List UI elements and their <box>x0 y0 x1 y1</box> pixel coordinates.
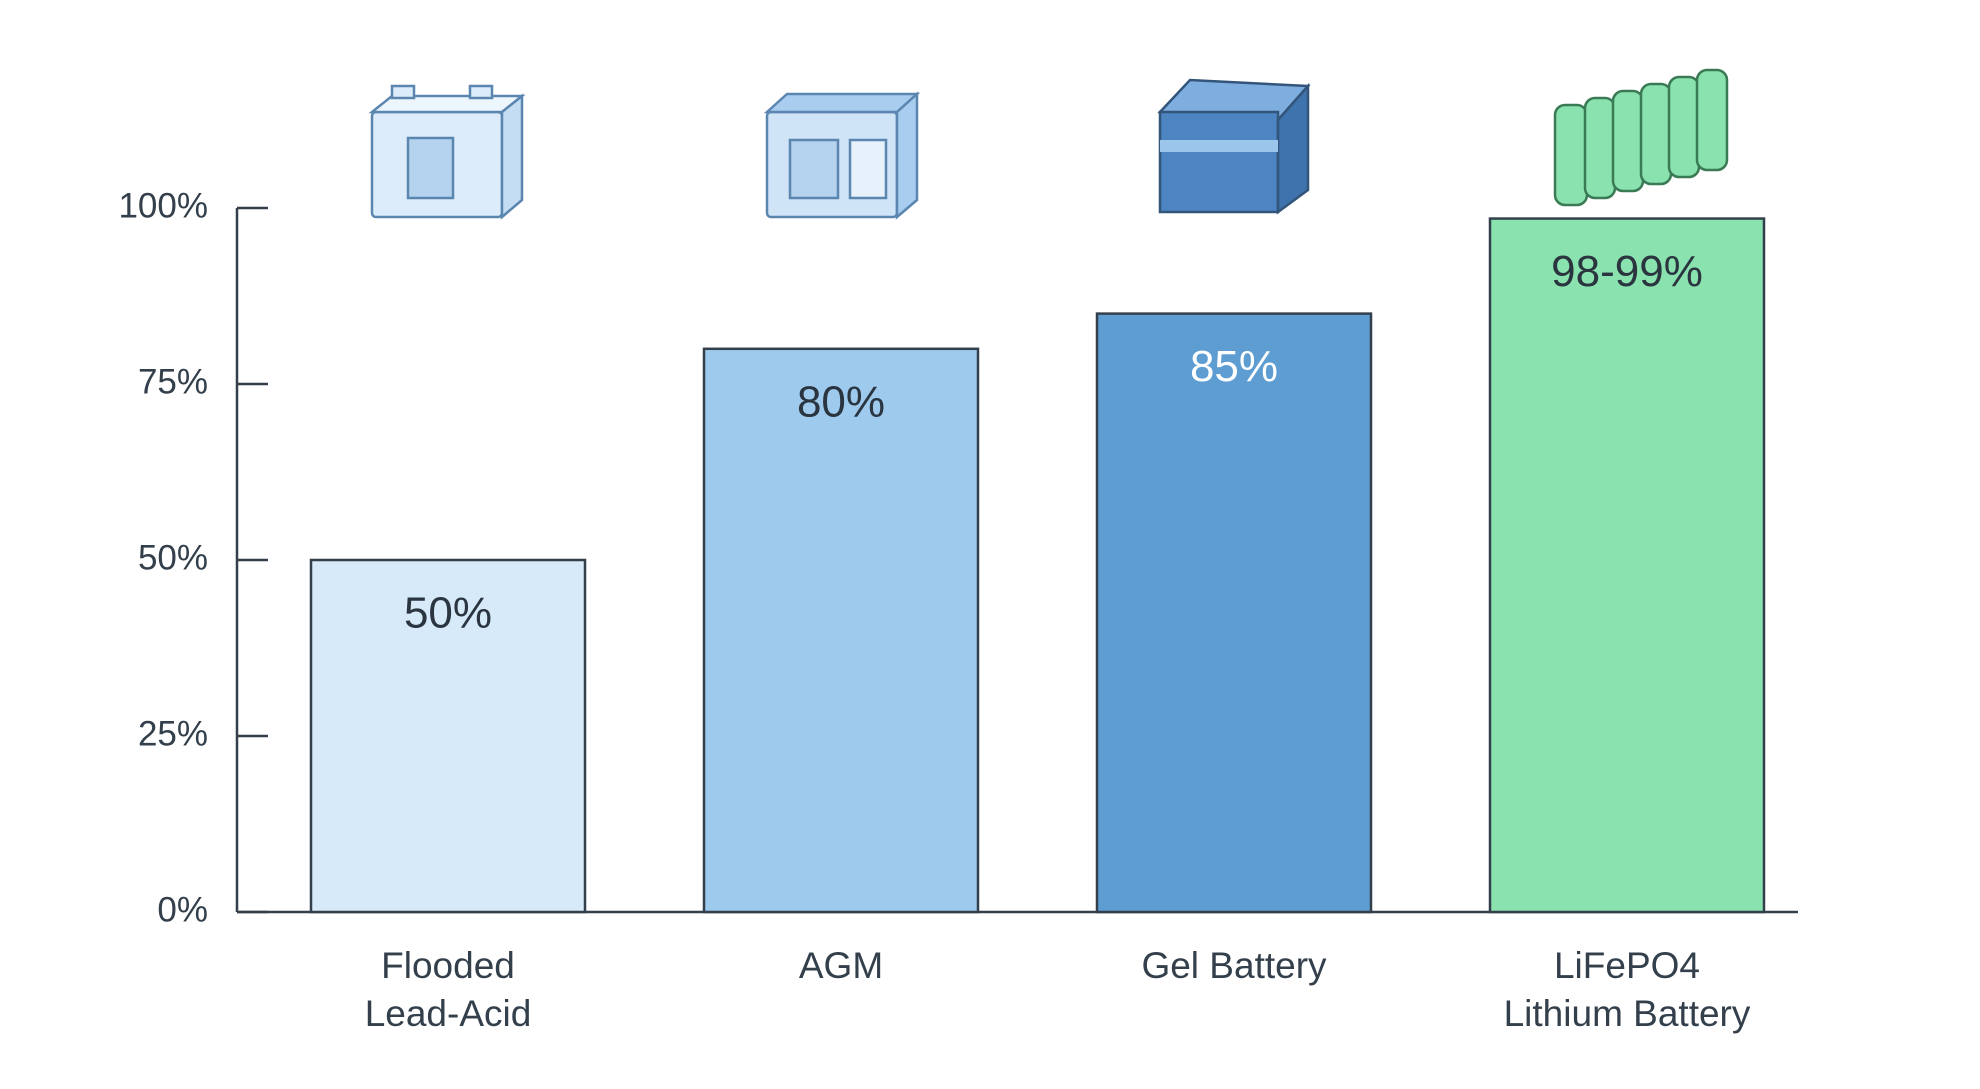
value-label: 50% <box>404 589 492 638</box>
value-label: 85% <box>1190 342 1278 391</box>
y-tick-label: 25% <box>138 714 208 753</box>
value-label: 98-99% <box>1551 247 1703 296</box>
icon-agm <box>763 91 921 220</box>
y-tick-label: 0% <box>157 890 208 929</box>
y-tick-label: 100% <box>118 186 208 225</box>
icon-lifepo4 <box>1553 68 1729 207</box>
x-tick-label: AGM <box>798 945 884 986</box>
y-tick-label: 75% <box>138 362 208 401</box>
bar <box>1095 312 1373 914</box>
icon-flooded <box>368 84 526 220</box>
x-tick-label: Gel Battery <box>1141 945 1327 986</box>
icon-gel <box>1157 78 1311 215</box>
bar <box>702 347 980 914</box>
x-tick-label: Flooded Lead-Acid <box>364 945 532 1034</box>
bar <box>309 558 587 914</box>
bar <box>1488 217 1766 914</box>
x-tick-label: LiFePO4 Lithium Battery <box>1503 945 1751 1034</box>
value-label: 80% <box>797 377 885 426</box>
y-tick-label: 50% <box>138 538 208 577</box>
